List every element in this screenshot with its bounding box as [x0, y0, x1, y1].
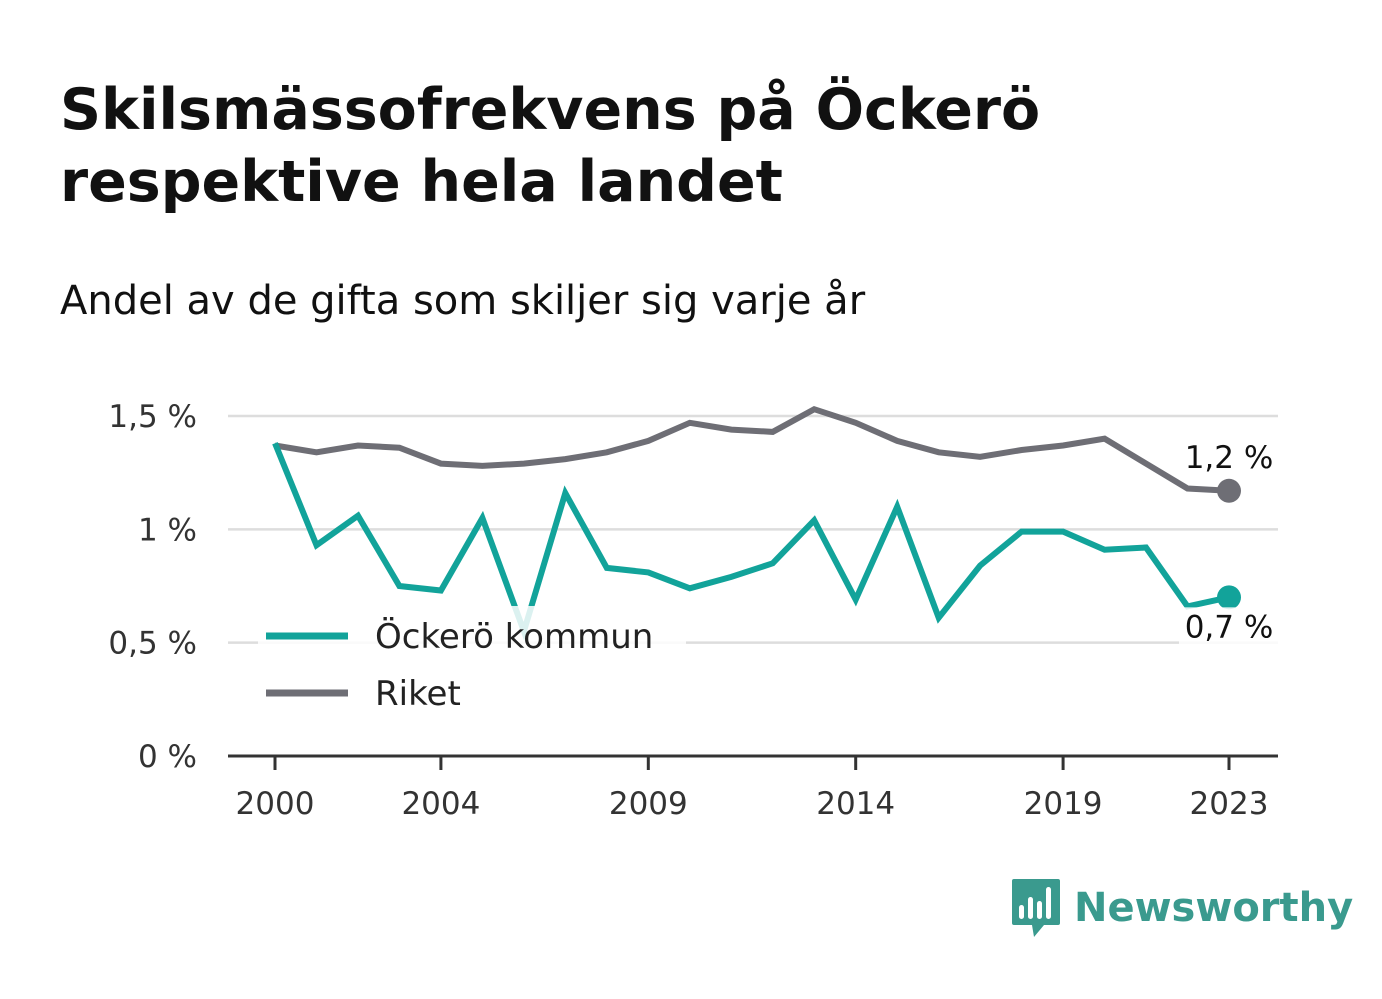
legend-label: Öckerö kommun [375, 616, 653, 657]
x-tick-label: 2023 [1190, 786, 1269, 822]
legend-label: Riket [375, 674, 461, 714]
y-tick-label: 0,5 % [108, 626, 197, 662]
chart-title: Skilsmässofrekvens på Öckerö respektive … [60, 77, 1041, 215]
x-tick-label: 2004 [401, 786, 480, 822]
x-tick-label: 2009 [609, 786, 688, 822]
end-marker [1217, 585, 1241, 610]
axes: 0 % 0,5 % 1 % 1,5 % 2000 2004 2009 2014 2019 2023 [108, 399, 1278, 822]
x-tick-label: 2019 [1024, 786, 1103, 822]
series-line-ockero [272, 442, 1230, 641]
end-value-label: 1,2 % [1185, 440, 1274, 476]
x-tick-label: 2014 [816, 786, 895, 822]
bar-chart-speech-bubble-icon [1012, 879, 1060, 937]
y-tick-label: 0 % [138, 739, 197, 775]
y-tick-label: 1 % [138, 512, 197, 548]
end-label-background [1179, 607, 1279, 646]
series-lines [272, 405, 1230, 641]
newsworthy-logo: Newsworthy [1010, 876, 1353, 940]
series-line-riket [274, 405, 1230, 494]
end-marker [1217, 478, 1241, 503]
end-labels: 0,7 % 1,2 % [1179, 440, 1279, 646]
end-value-label: 0,7 % [1185, 609, 1274, 645]
chart-subtitle: Andel av de gifta som skiljer sig varje … [60, 278, 866, 324]
y-tick-label: 1,5 % [108, 399, 197, 435]
legend-background [258, 606, 686, 722]
brand-name: Newsworthy [1074, 885, 1354, 931]
legend: Öckerö kommun Riket [258, 606, 686, 722]
x-tick-label: 2000 [236, 786, 315, 822]
